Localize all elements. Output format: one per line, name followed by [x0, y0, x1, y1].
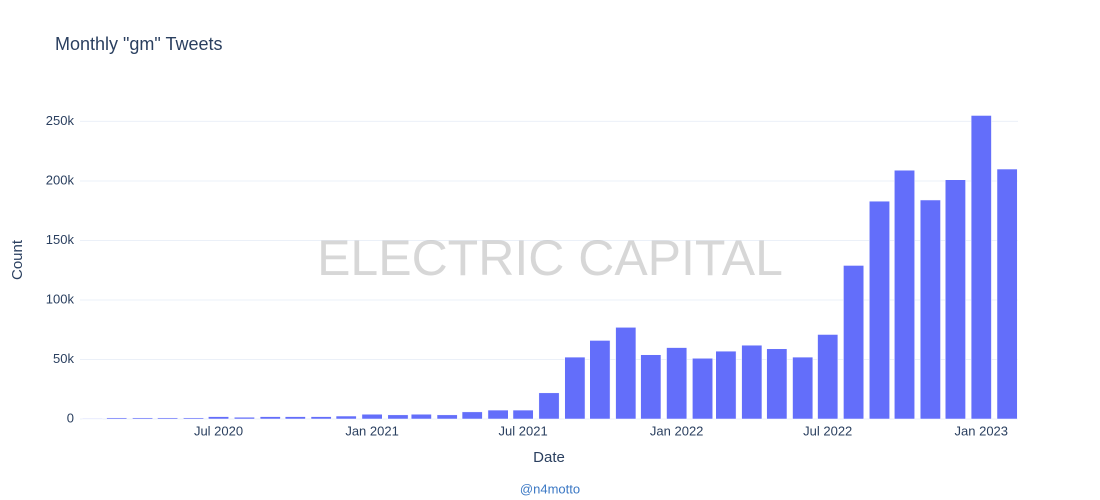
bar — [666, 347, 688, 420]
bar — [843, 265, 865, 420]
bar — [361, 413, 383, 420]
bar — [487, 409, 509, 420]
bar — [869, 200, 890, 420]
bar — [589, 340, 611, 420]
bar — [436, 414, 458, 420]
x-tick-label: Jul 2022 — [803, 423, 852, 438]
bar — [538, 392, 560, 420]
bar — [335, 415, 357, 420]
bar — [284, 416, 306, 420]
bar — [894, 169, 915, 420]
bar — [233, 416, 255, 420]
x-tick-label: Jan 2023 — [955, 423, 1009, 438]
y-tick-label: 50k — [53, 351, 74, 366]
x-tick-label: Jul 2021 — [499, 423, 548, 438]
y-tick-label: 0 — [67, 410, 74, 425]
bar — [106, 417, 128, 420]
bar — [512, 409, 534, 420]
x-tick-label: Jan 2021 — [345, 423, 399, 438]
bar — [817, 334, 839, 420]
bar — [259, 416, 281, 420]
x-tick-label: Jul 2020 — [194, 423, 243, 438]
y-tick-label: 250k — [46, 113, 75, 128]
bar — [919, 199, 941, 420]
x-axis-title: Date — [533, 449, 565, 466]
bar — [715, 350, 737, 420]
bar — [208, 416, 229, 420]
bar — [970, 115, 992, 420]
x-tick-label: Jan 2022 — [650, 423, 704, 438]
bar — [640, 354, 662, 420]
bar — [792, 356, 814, 420]
bar — [183, 417, 204, 420]
bar — [132, 417, 154, 420]
bar — [410, 413, 432, 420]
bar — [82, 418, 103, 420]
bar — [741, 344, 763, 420]
bar — [461, 411, 483, 420]
bar — [996, 168, 1018, 420]
bar — [387, 414, 409, 420]
chart-title: Monthly "gm" Tweets — [55, 34, 223, 54]
y-axis-title: Count — [9, 239, 26, 280]
bar — [615, 327, 637, 420]
y-tick-label: 150k — [46, 232, 75, 247]
bar — [766, 348, 788, 420]
y-tick-label: 100k — [46, 291, 75, 306]
bar — [944, 179, 966, 420]
annotation: @n4motto — [520, 481, 580, 496]
bar — [692, 358, 713, 420]
watermark: ELECTRIC CAPITAL — [317, 230, 783, 286]
bar — [310, 416, 332, 420]
bar — [564, 356, 586, 420]
y-tick-label: 200k — [46, 172, 75, 187]
bar — [157, 417, 179, 420]
